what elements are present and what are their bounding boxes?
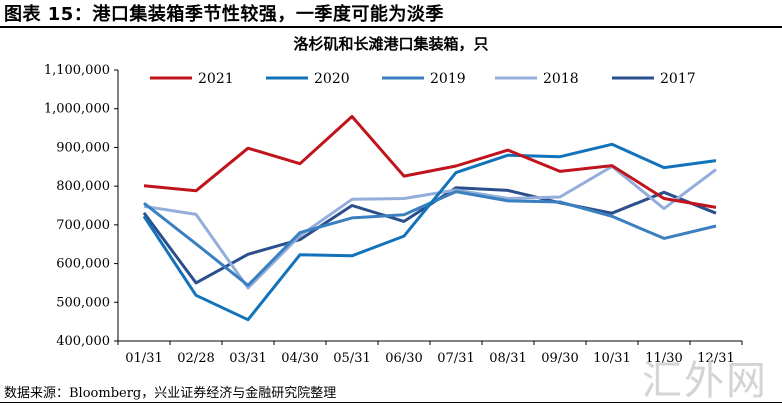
y-tick-label: 900,000: [56, 140, 110, 155]
title-divider: [0, 26, 782, 28]
x-tick-label: 07/31: [437, 351, 474, 366]
legend-label-2019: 2019: [430, 71, 466, 87]
series-line-2018: [143, 164, 717, 290]
legend-label-2017: 2017: [660, 71, 696, 87]
x-tick-label: 02/28: [177, 351, 214, 366]
y-tick-label: 1,000,000: [44, 102, 110, 117]
figure-title: 图表 15：港口集装箱季节性较强，一季度可能为淡季: [4, 4, 444, 25]
x-tick-label: 12/31: [697, 351, 734, 366]
chart-title: 洛杉矶和长滩港口集装箱，只: [293, 35, 489, 53]
x-tick-label: 11/30: [645, 351, 682, 366]
y-tick-label: 500,000: [56, 295, 110, 310]
series-line-2021: [143, 115, 717, 209]
source-note: 数据来源：Bloomberg，兴业证券经济与金融研究院整理: [4, 386, 337, 401]
x-tick-label: 04/30: [281, 351, 318, 366]
x-tick-label: 06/30: [385, 351, 422, 366]
y-tick-label: 600,000: [56, 257, 110, 272]
bottom-divider: [0, 402, 782, 403]
legend-label-2018: 2018: [543, 71, 579, 87]
x-tick-label: 08/31: [489, 351, 526, 366]
x-tick-label: 01/31: [125, 351, 162, 366]
x-tick-label: 10/31: [593, 351, 630, 366]
watermark: 汇外网: [642, 358, 768, 404]
legend-label-2021: 2021: [198, 71, 234, 87]
x-tick-label: 05/31: [333, 351, 370, 366]
x-tick-label: 03/31: [229, 351, 266, 366]
y-tick-label: 1,100,000: [44, 63, 110, 78]
y-tick-label: 800,000: [56, 179, 110, 194]
series-line-2020: [142, 142, 717, 322]
x-tick-label: 09/30: [541, 351, 578, 366]
legend-label-2020: 2020: [314, 71, 350, 87]
y-tick-label: 700,000: [56, 218, 110, 233]
y-tick-label: 400,000: [56, 334, 110, 349]
